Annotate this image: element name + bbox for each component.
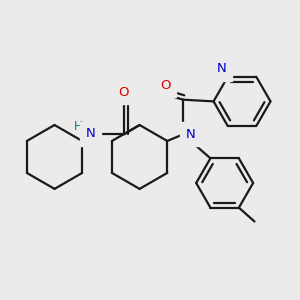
Text: O: O (160, 79, 171, 92)
Text: N: N (186, 128, 196, 141)
Text: N: N (86, 127, 95, 140)
Text: N: N (216, 62, 226, 75)
Text: H: H (74, 120, 82, 133)
Text: O: O (119, 85, 129, 99)
